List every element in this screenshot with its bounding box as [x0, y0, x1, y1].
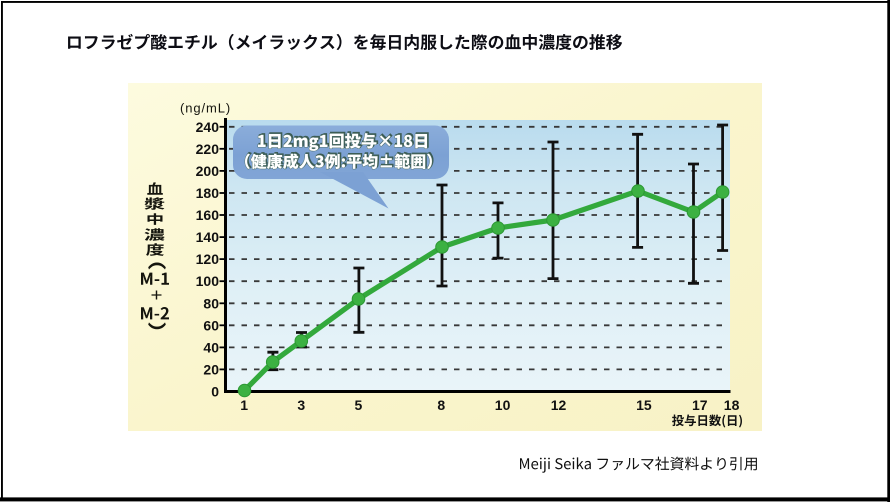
svg-text:10: 10: [495, 397, 511, 413]
svg-text:80: 80: [203, 295, 219, 311]
svg-text:100: 100: [196, 273, 220, 289]
svg-text:8: 8: [437, 397, 445, 413]
svg-text:180: 180: [196, 185, 220, 201]
svg-text:200: 200: [196, 163, 220, 179]
svg-text:140: 140: [196, 229, 220, 245]
svg-text:15: 15: [636, 397, 652, 413]
svg-text:17: 17: [692, 397, 708, 413]
svg-text:220: 220: [196, 141, 220, 157]
svg-text:160: 160: [196, 207, 220, 223]
svg-text:20: 20: [203, 361, 219, 377]
svg-text:120: 120: [196, 251, 220, 267]
svg-text:1: 1: [240, 397, 248, 413]
svg-text:60: 60: [203, 317, 219, 333]
svg-text:40: 40: [203, 339, 219, 355]
svg-text:12: 12: [551, 397, 567, 413]
svg-text:240: 240: [196, 119, 220, 135]
svg-text:(ng/mL): (ng/mL): [180, 101, 231, 116]
svg-text:3: 3: [297, 397, 305, 413]
svg-text:0: 0: [211, 384, 219, 400]
svg-text:5: 5: [355, 397, 363, 413]
svg-text:18: 18: [724, 397, 740, 413]
